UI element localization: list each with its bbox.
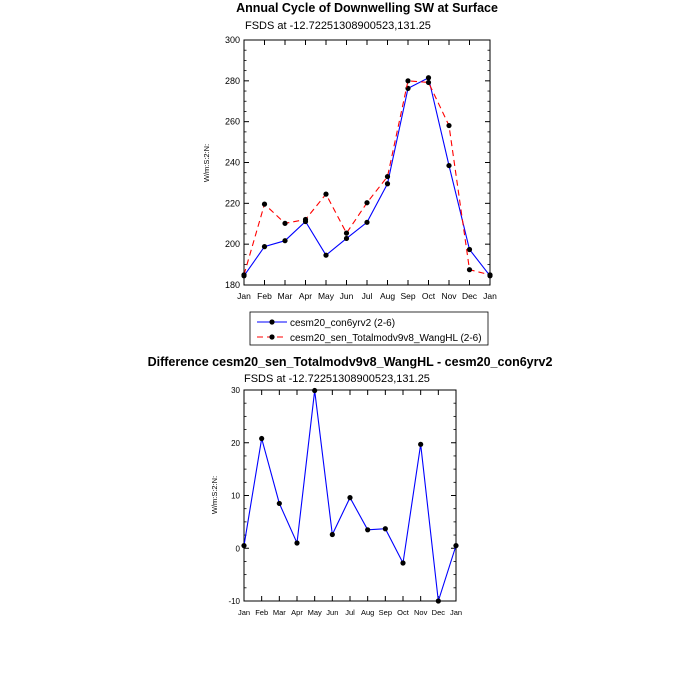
series-1-point [466,246,473,253]
series-2-point [384,173,391,180]
series-line-2 [243,80,491,276]
series-2-point [261,201,268,207]
series-1-point [384,181,391,187]
plot-frame [243,39,491,286]
y-tick-label: 180 [225,280,240,290]
series-line-1 [243,76,491,277]
series-1-point [241,543,247,549]
series-1-point [343,235,350,242]
x-tick-label: Jan [237,291,251,301]
x-tick-label: Sep [400,291,415,301]
x-tick-label: Apr [299,291,312,301]
series-1-point [400,560,406,566]
x-tick-label: Feb [257,291,272,301]
x-tick-label: Dec [462,291,478,301]
series-2-point [405,78,411,84]
y-axis-label: W/m:S:2:N: [210,476,219,514]
legend: cesm20_con6yrv2 (2-6) cesm20_sen_Totalmo… [249,311,489,346]
y-tick-label: 260 [225,117,240,127]
series-2-point [425,79,432,86]
x-tick-label: Feb [255,608,268,617]
series-2-point [343,230,350,236]
x-tick-label: Mar [278,291,293,301]
y-axis-label: W/m:S:2:N: [202,144,211,182]
series-1-point [329,531,335,538]
series-1-point [261,244,268,250]
x-tick-label: Jan [483,291,497,301]
series-1-point [446,162,452,169]
series-1-point [364,219,370,225]
series-2-point [487,272,493,278]
annual-cycle-chart: Annual Cycle of Downwelling SW at Surfac… [202,1,498,346]
x-tick-label: Sep [379,608,392,617]
y-tick-label: 200 [225,239,240,249]
series-1-point [259,435,265,442]
axis-ticks: 180 200 220 240 260 280 300 Jan Feb Mar Apr May Jun J… [225,35,497,301]
x-tick-label: Oct [397,608,410,617]
x-tick-label: Oct [422,291,436,301]
y-tick-label: 0 [236,544,241,553]
series-1-point [382,526,388,532]
axis-ticks: -10 0 10 20 30 Jan Feb Mar Apr May Jun Jul Aug Sep Oct… [228,386,462,617]
y-tick-label: 280 [225,76,240,86]
series-2-point [282,220,288,226]
difference-chart: Difference cesm20_sen_Totalmodv9v8_WangH… [148,355,553,617]
y-tick-label: 220 [225,198,240,208]
series-1-point [405,85,411,91]
x-tick-label: Mar [273,608,286,617]
legend-label-series-2: cesm20_sen_Totalmodv9v8_WangHL (2-6) [290,333,482,344]
chart-title: Difference cesm20_sen_Totalmodv9v8_WangH… [148,355,553,369]
x-tick-label: Nov [414,608,428,617]
series-2-point [302,216,309,223]
x-tick-label: Jul [345,608,355,617]
series-1-point [365,527,371,533]
series-1-point [418,441,424,447]
series-1-point [435,598,441,604]
x-tick-label: Nov [441,291,457,301]
x-tick-label: Jul [362,291,373,301]
x-tick-label: Dec [432,608,446,617]
chart-subtitle: FSDS at -12.72251308900523,131.25 [245,20,431,32]
y-tick-label: 300 [225,35,240,45]
series-1-point [312,387,318,394]
y-tick-label: 240 [225,158,240,168]
y-tick-label: 30 [231,386,240,395]
y-tick-label: 10 [231,492,240,501]
x-tick-label: Jun [326,608,338,617]
legend-label-series-1: cesm20_con6yrv2 (2-6) [290,318,395,329]
series-2-point [241,272,247,278]
chart-subtitle: FSDS at -12.72251308900523,131.25 [244,373,430,385]
series-1-point [323,252,329,258]
legend-marker-series-1 [269,319,275,325]
chart-title: Annual Cycle of Downwelling SW at Surfac… [236,1,498,15]
series-1-point [282,238,288,244]
y-tick-label: -10 [228,597,240,606]
series-2-point [364,200,370,206]
series-2-point [446,122,452,129]
x-tick-label: Jan [238,608,250,617]
series-1-point [347,495,353,501]
x-tick-label: Aug [380,291,395,301]
x-tick-label: Jun [340,291,354,301]
x-tick-label: May [318,291,335,301]
x-tick-label: Jan [450,608,462,617]
y-tick-label: 20 [231,439,240,448]
legend-box [249,311,489,346]
x-tick-label: Aug [361,608,374,617]
series-2-point [323,191,329,197]
series-1-point [276,500,282,507]
x-tick-label: May [308,608,322,617]
series-group [241,387,459,604]
series-2-point [466,267,473,273]
series-1-point [453,543,459,549]
series-1-point [294,540,300,546]
series-group [241,75,493,279]
series-1-point [425,75,432,81]
legend-marker-series-2 [269,334,275,340]
x-tick-label: Apr [291,608,303,617]
